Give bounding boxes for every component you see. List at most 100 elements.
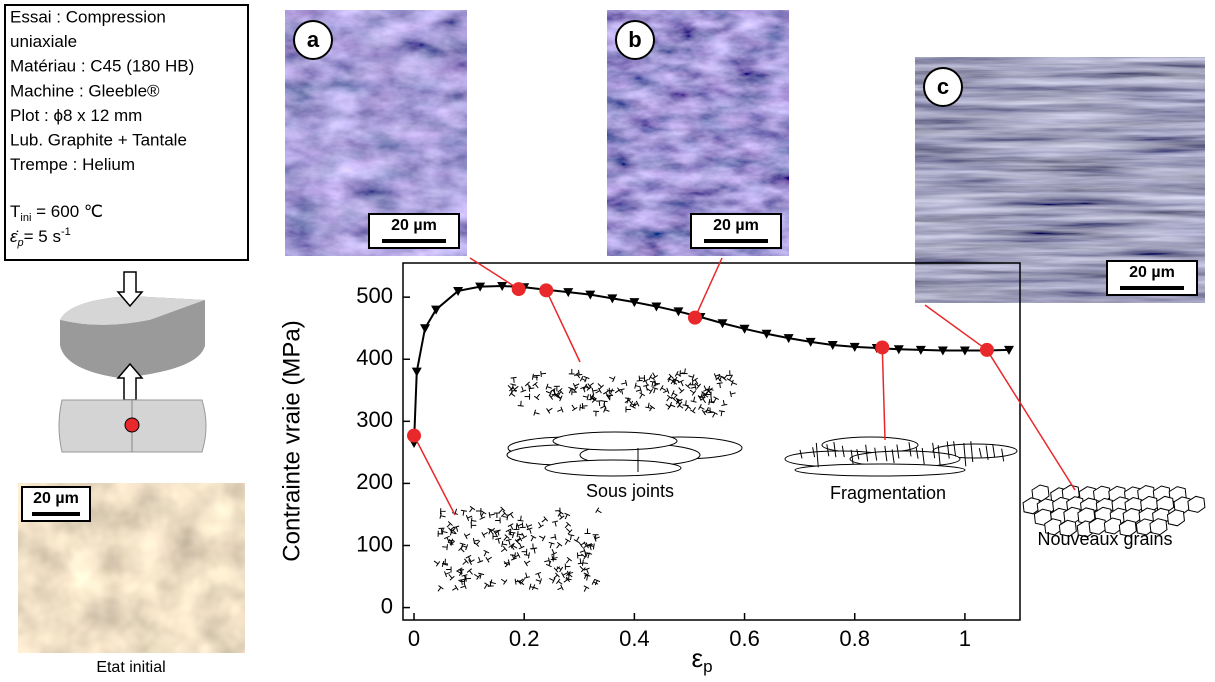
x-tick-label: 0.8 <box>839 626 870 651</box>
dislocation <box>446 521 453 528</box>
grain <box>1058 519 1077 537</box>
sub-boundary <box>963 442 967 467</box>
x-tick-label: 0.4 <box>619 626 650 651</box>
y-axis-label: Contrainte vraie (MPa) <box>278 320 305 561</box>
dislocation <box>712 411 718 418</box>
dislocation <box>568 386 575 394</box>
scale-label: 20 µm <box>1129 264 1175 281</box>
scale-label: 20 µm <box>33 490 79 507</box>
dislocation <box>541 516 549 523</box>
marker <box>783 334 794 344</box>
y-tick-label: 200 <box>356 469 393 494</box>
dislocation <box>453 525 460 532</box>
caption: Etat initial <box>96 659 165 676</box>
dislocation <box>690 396 697 403</box>
marker <box>915 345 926 355</box>
dislocation <box>624 397 632 404</box>
dislocation <box>500 578 508 585</box>
dislocation <box>437 585 444 592</box>
dislocation <box>582 394 589 401</box>
dislocation <box>531 547 538 554</box>
dislocation <box>614 387 622 394</box>
dislocation <box>479 513 486 520</box>
dislocation <box>507 385 515 392</box>
info-line: Plot : ϕ8 x 12 mm <box>10 106 142 125</box>
dislocation <box>678 387 685 394</box>
dislocation <box>446 566 452 573</box>
dislocation <box>705 407 713 413</box>
dislocation <box>508 390 516 397</box>
dislocation <box>503 560 510 568</box>
dislocation <box>674 371 682 377</box>
dislocation <box>524 393 531 400</box>
sub-boundary <box>946 441 950 459</box>
dislocation <box>441 528 448 535</box>
x-tick-label: 0.6 <box>729 626 760 651</box>
sub-boundary <box>833 441 837 458</box>
dislocation <box>591 387 598 395</box>
dislocation <box>621 379 628 386</box>
connector <box>545 289 581 363</box>
dislocation <box>596 400 603 406</box>
dislocation <box>676 402 684 409</box>
dislocation <box>533 374 540 381</box>
dislocation <box>466 568 473 575</box>
dislocation <box>558 513 565 520</box>
dislocation <box>629 400 637 407</box>
sub-boundary <box>812 447 816 458</box>
marker <box>453 286 464 296</box>
dislocation <box>698 404 705 410</box>
dislocation <box>462 558 469 565</box>
dislocation <box>532 381 539 389</box>
dislocation <box>523 572 530 579</box>
micrograph-label: a <box>307 27 320 52</box>
dislocation <box>521 532 528 540</box>
dislocation <box>634 382 641 389</box>
dislocation <box>517 515 524 522</box>
y-tick-label: 400 <box>356 345 393 370</box>
dislocation <box>692 377 699 385</box>
dislocation <box>510 376 517 383</box>
dislocation <box>556 541 563 549</box>
dislocation <box>550 387 557 395</box>
dislocation <box>528 385 535 392</box>
dislocation <box>507 523 514 530</box>
annotation: Sous joints <box>586 481 674 501</box>
dislocation <box>571 389 577 396</box>
marker <box>563 288 574 298</box>
dislocation <box>564 563 571 570</box>
dislocation <box>437 530 444 537</box>
info-temperature: Tini = 600 ℃ <box>10 202 103 223</box>
dislocation <box>489 579 496 586</box>
plot-frame <box>402 262 1021 621</box>
label-circle <box>615 20 655 60</box>
dislocation <box>652 372 659 379</box>
x-tick-label: 0 <box>408 626 420 651</box>
grain <box>1149 518 1168 536</box>
connector <box>694 257 723 318</box>
dislocation <box>690 384 697 391</box>
sub-boundary <box>865 444 869 462</box>
dislocation <box>458 569 465 575</box>
dislocation <box>583 567 590 575</box>
dislocation <box>565 528 573 535</box>
dislocation <box>580 553 588 560</box>
dislocation <box>535 578 543 585</box>
marker <box>420 324 431 334</box>
dislocation <box>643 384 650 391</box>
dislocation <box>448 526 455 533</box>
dislocation <box>438 527 445 534</box>
dislocation <box>584 574 591 581</box>
marker <box>717 319 728 329</box>
dislocation <box>520 386 527 393</box>
dislocation <box>557 584 564 591</box>
dislocation <box>564 521 572 529</box>
dislocation <box>530 534 537 542</box>
dislocation <box>609 376 616 383</box>
dislocation <box>688 374 695 381</box>
dislocation <box>492 533 498 540</box>
dislocation <box>526 527 533 534</box>
dislocation <box>452 584 459 591</box>
dislocation <box>553 572 560 579</box>
dislocation <box>574 371 581 379</box>
